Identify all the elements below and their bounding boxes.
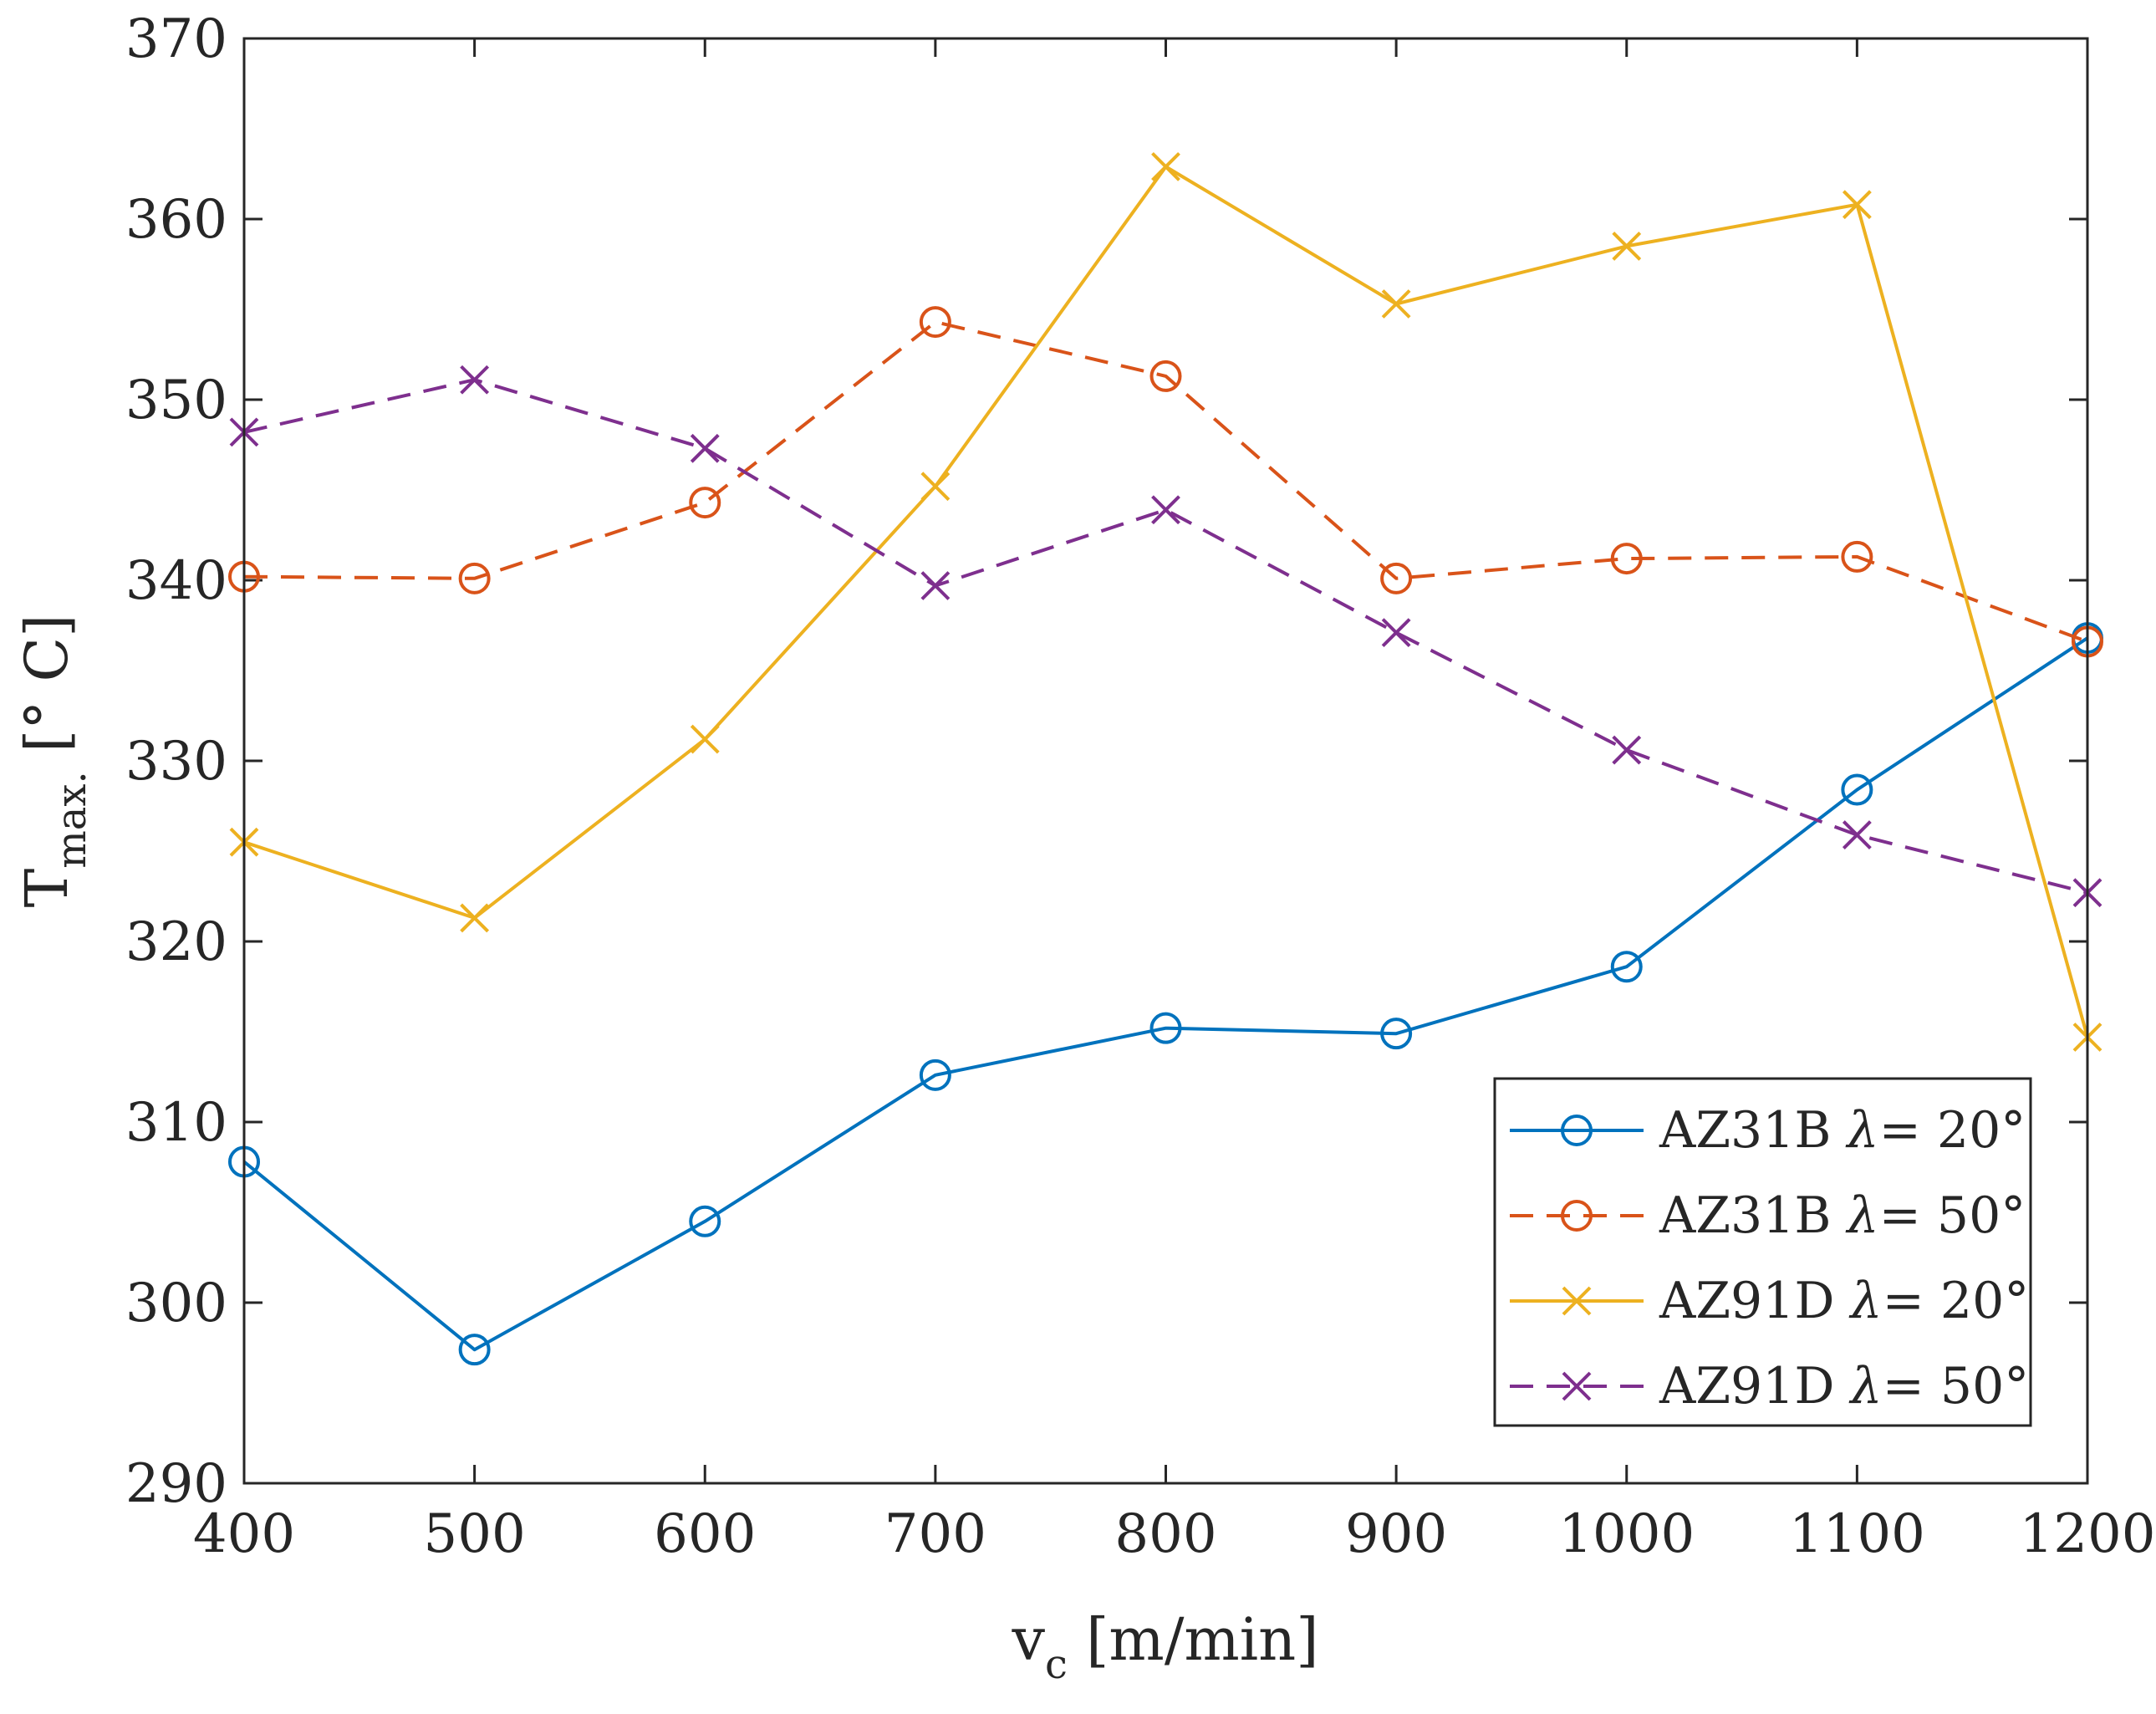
data-point bbox=[458, 1334, 491, 1366]
x-tick-label: 600 bbox=[654, 1503, 756, 1565]
legend-marker bbox=[1562, 1371, 1592, 1401]
legend-entry: AZ31B λ= 50° bbox=[1510, 1186, 2026, 1245]
y-tick-label: 310 bbox=[125, 1092, 227, 1154]
marker-stroke bbox=[1381, 618, 1411, 648]
y-tick-label: 290 bbox=[125, 1453, 227, 1515]
data-point bbox=[1149, 360, 1182, 392]
data-point bbox=[1151, 495, 1180, 525]
series-4 bbox=[229, 365, 2102, 908]
y-tick-label: 350 bbox=[125, 370, 227, 431]
marker-stroke bbox=[1842, 820, 1872, 849]
marker-stroke bbox=[460, 903, 490, 933]
y-tick-label: 320 bbox=[125, 911, 227, 973]
series-2 bbox=[228, 306, 2103, 658]
data-point bbox=[690, 433, 720, 463]
marker-stroke bbox=[1562, 1371, 1592, 1401]
data-point bbox=[1610, 951, 1643, 983]
legend-entry: AZ91D λ= 50° bbox=[1510, 1357, 2029, 1416]
y-tick-label: 370 bbox=[125, 8, 227, 70]
x-tick-label: 900 bbox=[1345, 1503, 1447, 1565]
data-point bbox=[690, 724, 720, 754]
data-point bbox=[1842, 190, 1872, 220]
data-point bbox=[1842, 820, 1872, 849]
series-line bbox=[243, 320, 2088, 644]
data-point bbox=[1381, 618, 1411, 648]
x-tick-label: 1100 bbox=[1789, 1503, 1925, 1565]
y-tick-label: 360 bbox=[125, 189, 227, 251]
data-point bbox=[1151, 151, 1180, 181]
legend-box bbox=[1493, 1077, 2032, 1427]
data-point bbox=[1612, 231, 1642, 261]
data-point bbox=[1841, 773, 1873, 806]
data-point bbox=[920, 571, 951, 600]
marker-stroke bbox=[690, 724, 720, 754]
series-group bbox=[228, 151, 2103, 1366]
marker-stroke bbox=[920, 472, 951, 502]
x-tick-label: 700 bbox=[884, 1503, 986, 1565]
series-line bbox=[242, 636, 2089, 1352]
x-tick-label: 800 bbox=[1114, 1503, 1216, 1565]
x-tick-label: 1200 bbox=[2020, 1503, 2156, 1565]
tick-labels: 400 500 600 700 800 900 1000 1100 1200 290 300 310 3… bbox=[125, 8, 2156, 1565]
x-tick-label: 400 bbox=[193, 1503, 295, 1565]
y-tick-label: 300 bbox=[125, 1273, 227, 1334]
data-point bbox=[1380, 1018, 1413, 1050]
legend-marker bbox=[1561, 1200, 1593, 1232]
legend-marker bbox=[1561, 1115, 1593, 1146]
data-point bbox=[460, 903, 490, 933]
marker-stroke bbox=[1381, 289, 1411, 319]
data-point bbox=[1612, 735, 1642, 765]
legend-label: AZ91D λ= 50° bbox=[1659, 1357, 2029, 1416]
marker-stroke bbox=[1151, 151, 1180, 181]
data-point bbox=[1610, 543, 1643, 575]
data-point bbox=[919, 1058, 951, 1091]
data-point bbox=[1149, 1012, 1182, 1044]
x-tick-label: 1000 bbox=[1558, 1503, 1695, 1565]
marker-stroke bbox=[1842, 190, 1872, 220]
y-axis-label: Tmax. [° C] bbox=[13, 615, 95, 908]
data-point bbox=[1380, 562, 1413, 594]
data-point bbox=[920, 472, 951, 502]
data-point bbox=[458, 562, 491, 594]
legend-entry: AZ31B λ= 20° bbox=[1510, 1101, 2026, 1160]
marker-stroke bbox=[460, 365, 490, 395]
plot-frame bbox=[242, 37, 2089, 1485]
series-1 bbox=[228, 622, 2103, 1366]
data-point bbox=[689, 1205, 721, 1237]
legend-entry: AZ91D λ= 20° bbox=[1510, 1272, 2029, 1330]
series-line bbox=[243, 378, 2088, 895]
data-point bbox=[1841, 540, 1873, 573]
legend-marker bbox=[1562, 1286, 1592, 1316]
marker-stroke bbox=[1612, 735, 1642, 765]
marker-stroke bbox=[1151, 495, 1180, 525]
data-point bbox=[1381, 289, 1411, 319]
x-tick-label: 500 bbox=[424, 1503, 526, 1565]
marker-stroke bbox=[920, 571, 951, 600]
data-point bbox=[689, 487, 721, 519]
data-point bbox=[919, 306, 951, 339]
marker-stroke bbox=[1562, 1286, 1592, 1316]
marker-stroke bbox=[690, 433, 720, 463]
series-3 bbox=[229, 151, 2102, 1052]
legend: AZ31B λ= 20° AZ31B λ= 50° AZ91D λ= 20° AZ91… bbox=[1493, 1077, 2032, 1427]
legend-label: AZ31B λ= 50° bbox=[1659, 1186, 2026, 1245]
y-tick-label: 330 bbox=[125, 731, 227, 793]
legend-label: AZ91D λ= 20° bbox=[1659, 1272, 2029, 1330]
marker-stroke bbox=[1612, 231, 1642, 261]
data-point bbox=[460, 365, 490, 395]
y-tick-label: 340 bbox=[125, 550, 227, 612]
x-axis-label: vc [m/min] bbox=[1011, 1605, 1318, 1688]
legend-label: AZ31B λ= 20° bbox=[1659, 1101, 2026, 1160]
legend-entries: AZ31B λ= 20° AZ31B λ= 50° AZ91D λ= 20° AZ91… bbox=[1510, 1101, 2029, 1416]
